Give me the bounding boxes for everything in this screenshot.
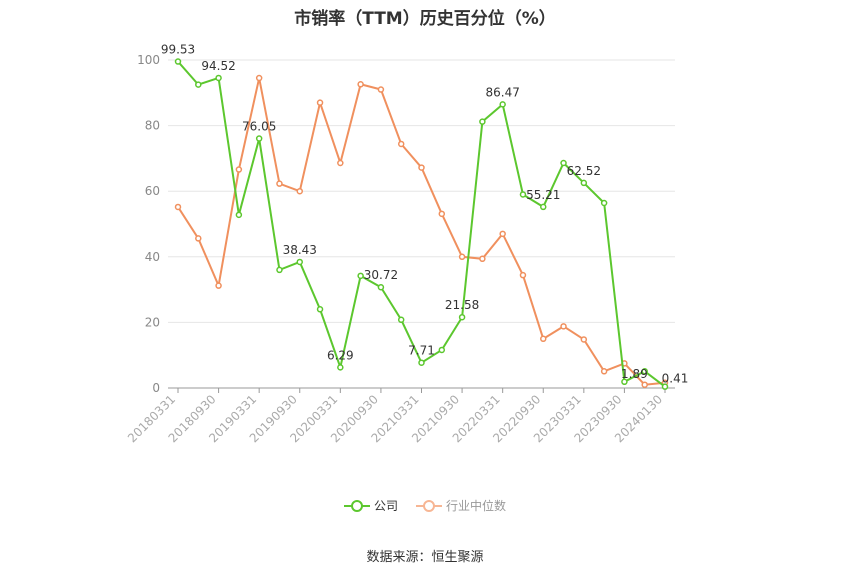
series-layer (174, 58, 669, 390)
point-industry-median (580, 336, 588, 343)
point-company (458, 313, 466, 321)
point-company (174, 58, 182, 65)
point-company (641, 368, 648, 375)
point-industry-median (316, 99, 324, 106)
y-tick-label: 20 (145, 315, 160, 329)
point-company (235, 211, 243, 219)
y-tick-label: 60 (145, 184, 160, 198)
point-company (438, 346, 446, 354)
legend-swatch-company (343, 499, 370, 513)
point-industry-median (438, 210, 446, 218)
point-company (560, 159, 567, 167)
point-industry-median (641, 381, 648, 388)
point-industry-median (357, 81, 364, 88)
point-industry-median (499, 230, 506, 238)
chart-plot: 0204060801002018033120180930201903312019… (125, 43, 689, 446)
legend-swatch-industry-median (416, 499, 442, 513)
source-note: 数据来源：恒生聚源 (366, 550, 484, 565)
gridlines (168, 59, 675, 323)
legend-label-company: 公司 (373, 499, 398, 513)
data-label-company: 0.41 (662, 372, 689, 386)
data-label-company: 94.52 (201, 59, 235, 73)
point-industry-median (397, 140, 405, 148)
point-industry-median (235, 166, 243, 173)
point-company (337, 364, 344, 371)
point-industry-median (600, 368, 608, 375)
point-industry-median (377, 86, 385, 93)
point-industry-median (540, 335, 547, 343)
data-label-company: 62.52 (567, 164, 601, 178)
point-industry-median (215, 282, 222, 289)
data-label-company: 21.58 (445, 298, 479, 312)
point-company (418, 359, 425, 366)
data-label-company: 55.21 (526, 188, 560, 202)
point-industry-median (418, 164, 425, 171)
y-tick-label: 40 (145, 250, 160, 264)
point-industry-median (519, 271, 527, 279)
point-company (479, 118, 486, 125)
data-label-company: 76.05 (242, 120, 276, 134)
point-industry-median (560, 323, 567, 330)
point-industry-median (337, 159, 344, 167)
point-industry-median (458, 253, 466, 261)
point-company (195, 81, 202, 88)
point-industry-median (255, 74, 263, 82)
data-label-company: 38.43 (283, 243, 317, 257)
point-company (276, 266, 283, 274)
point-company (397, 316, 405, 324)
legend: 公司 行业中位数 (0, 497, 850, 514)
point-company (255, 135, 263, 142)
y-tick-label: 100 (137, 53, 160, 67)
point-company (215, 74, 222, 82)
chart-title: 市销率（TTM）历史百分位（%） (294, 9, 556, 29)
point-company (600, 199, 608, 207)
axes: 0204060801002018033120180930201903312019… (125, 53, 675, 445)
data-label-company: 6.29 (327, 348, 354, 362)
point-company (540, 203, 547, 211)
data-labels: 99.53 94.52 76.05 38.43 6.29 30.72 7.71 21.58 86… (161, 43, 689, 386)
data-label-company: 7.71 (408, 344, 435, 358)
data-label-company: 1.89 (621, 367, 648, 381)
point-company (296, 258, 303, 266)
point-industry-median (174, 203, 182, 211)
y-tick-label: 0 (152, 381, 160, 395)
legend-item-industry-median[interactable]: 行业中位数 (416, 497, 506, 514)
y-tick-label: 80 (145, 119, 160, 133)
point-company (357, 272, 364, 280)
data-label-company: 30.72 (364, 268, 398, 282)
point-industry-median (195, 235, 202, 242)
data-label-company: 86.47 (485, 85, 519, 99)
point-industry-median (479, 255, 486, 263)
point-company (580, 179, 588, 187)
data-label-company: 99.53 (161, 43, 195, 57)
point-company (377, 283, 385, 291)
point-company (661, 383, 669, 390)
point-company (499, 101, 506, 108)
legend-label-industry-median: 行业中位数 (446, 499, 507, 513)
point-industry-median (276, 180, 283, 187)
point-company (519, 191, 527, 198)
point-company (316, 306, 324, 313)
legend-item-company[interactable]: 公司 (343, 497, 398, 514)
point-industry-median (296, 187, 303, 195)
point-company (621, 378, 628, 386)
